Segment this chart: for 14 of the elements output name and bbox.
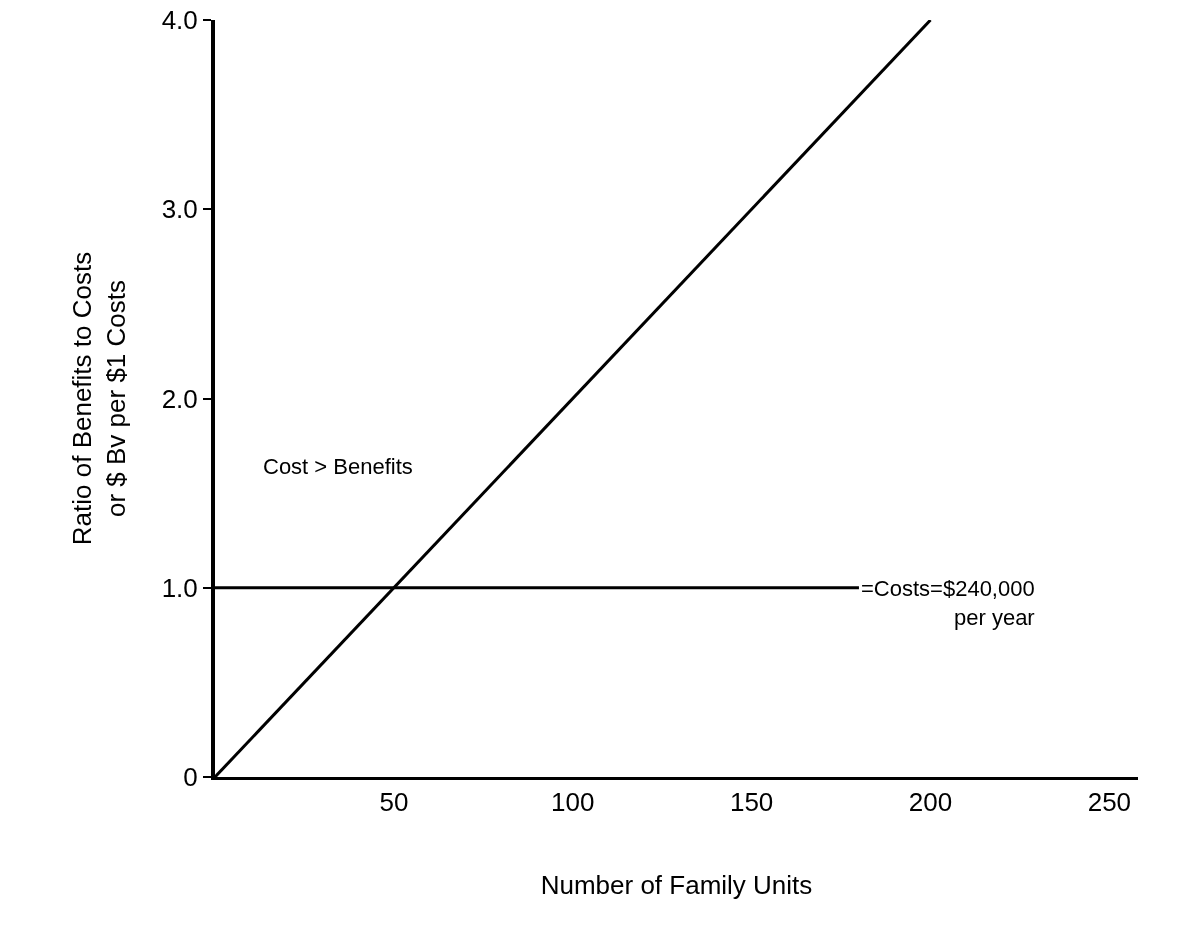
y-tick-label: 4.0: [161, 5, 198, 36]
annotation: =Costs=$240,000 per year: [861, 576, 1035, 630]
x-axis-title: Number of Family Units: [540, 869, 813, 900]
x-tick-label: 150: [729, 787, 774, 818]
y-tick-label: 0: [183, 762, 198, 793]
x-tick-label: 100: [551, 787, 595, 818]
annotation: Cost > Benefits: [263, 454, 413, 479]
x-tick-label: 250: [1087, 787, 1132, 818]
x-tick-label: 200: [908, 787, 953, 818]
y-tick-label: 2.0: [161, 383, 198, 414]
y-tick-label: 1.0: [161, 572, 198, 603]
y-axis-title: Ratio of Benefits to Costs or $ Bv per $1 Costs: [66, 251, 131, 546]
y-tick-label: 3.0: [161, 194, 198, 225]
x-tick-label: 50: [379, 787, 409, 818]
